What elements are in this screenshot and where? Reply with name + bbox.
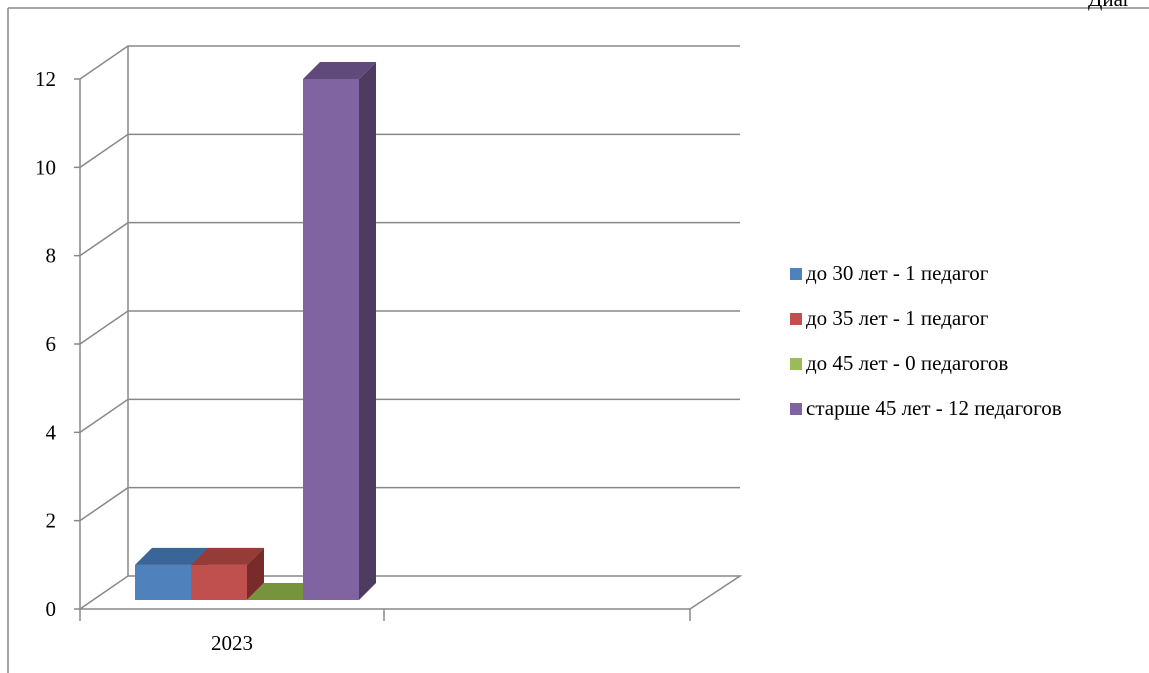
- y-tick-label: 0: [46, 597, 57, 621]
- y-tick-label: 2: [46, 509, 57, 533]
- legend-swatch: [790, 403, 802, 415]
- legend-entry: до 35 лет - 1 педагог: [790, 306, 989, 330]
- bar-top: [191, 547, 264, 565]
- gridline: [79, 310, 740, 345]
- bar-side: [247, 547, 264, 600]
- x-tick-label: 2023: [211, 631, 253, 655]
- bar-side: [359, 62, 376, 600]
- y-tick-labels: 0 2 4 6 8 10 12: [35, 67, 57, 621]
- legend-entry: до 30 лет - 1 педагог: [790, 261, 989, 285]
- bar-front: [191, 564, 247, 600]
- bar-top: [135, 547, 208, 565]
- legend-swatch: [790, 313, 802, 325]
- axes: [74, 46, 691, 621]
- legend-label: до 30 лет - 1 педагог: [806, 261, 989, 285]
- legend-swatch: [790, 358, 802, 370]
- y-tick-label: 8: [46, 244, 57, 268]
- bars: [135, 62, 376, 600]
- bar-top: [247, 583, 320, 600]
- grid: [79, 45, 743, 610]
- gridline: [79, 45, 740, 80]
- legend-entry: старше 45 лет - 12 педагогов: [790, 396, 1062, 420]
- corner-text: Диаг: [1088, 0, 1132, 11]
- x-tick-labels: 2023: [211, 631, 253, 655]
- legend-entry: до 45 лет - 0 педагогов: [790, 351, 1008, 375]
- y-tick-label: 6: [46, 332, 57, 356]
- legend-swatch: [790, 268, 802, 280]
- legend-label: до 45 лет - 0 педагогов: [806, 351, 1008, 375]
- gridline: [79, 398, 740, 433]
- gridline: [79, 575, 743, 610]
- legend-label: старше 45 лет - 12 педагогов: [806, 396, 1062, 420]
- y-tick-label: 10: [35, 155, 56, 179]
- y-tick-label: 4: [46, 420, 57, 444]
- legend-label: до 35 лет - 1 педагог: [806, 306, 989, 330]
- bar: [303, 62, 376, 600]
- gridline: [79, 486, 740, 522]
- legend: до 30 лет - 1 педагог до 35 лет - 1 педаг…: [790, 261, 1062, 420]
- bar: [191, 547, 264, 600]
- gridline: [79, 221, 740, 257]
- y-tick-label: 12: [35, 67, 56, 91]
- gridline: [79, 133, 740, 168]
- bar-front: [135, 564, 191, 600]
- bar-top: [303, 62, 376, 79]
- bar-front: [303, 79, 359, 600]
- bar: [247, 583, 320, 600]
